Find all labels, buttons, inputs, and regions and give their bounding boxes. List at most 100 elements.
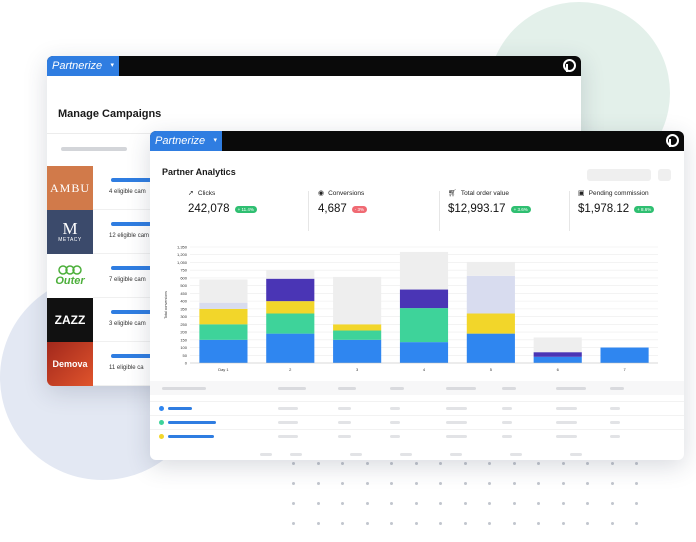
placeholder-bar: [61, 147, 127, 151]
kpi-delta-badge: + 11.4%: [234, 205, 257, 213]
x-tick-label: 2: [289, 367, 292, 372]
bar-segment: [199, 308, 248, 325]
bar-segment: [466, 333, 515, 363]
target-icon: ◉: [318, 190, 325, 197]
pattern-dot: [463, 482, 467, 485]
bar-segment: [399, 251, 449, 290]
kpi-clicks: ➚ Clicks 242,078 + 11.4%: [188, 189, 257, 231]
pattern-dot: [390, 522, 393, 525]
titlebar: Partnerize ▾: [47, 56, 581, 76]
pattern-dot: [537, 482, 540, 485]
cell-placeholder: [290, 453, 302, 456]
kpi-label: Pending commission: [588, 189, 649, 197]
bar-segment: [533, 352, 582, 357]
partnerize-logo-icon[interactable]: [666, 134, 679, 147]
campaign-count: 7 eligible cam: [109, 277, 146, 283]
date-range-button[interactable]: [587, 169, 651, 181]
pattern-dot: [488, 522, 491, 525]
status-dot: [159, 434, 164, 439]
cell-placeholder: [338, 435, 351, 438]
campaign-row[interactable]: M METACY 12 eligible cam: [47, 210, 157, 254]
x-tick-label: 5: [490, 367, 493, 372]
divider: [439, 191, 440, 231]
kpi-delta-badge: - 3%: [351, 205, 368, 213]
cell-placeholder: [446, 435, 467, 438]
pattern-dot: [635, 462, 638, 465]
kpi-delta-badge: + 8.6%: [634, 205, 655, 213]
pattern-dot: [414, 502, 418, 505]
campaign-count: 3 eligible cam: [109, 321, 146, 327]
pattern-dot: [439, 462, 442, 465]
campaign-row[interactable]: Outer 7 eligible cam: [47, 254, 157, 298]
advertiser-logo: M METACY: [47, 210, 93, 254]
brand-name: Partnerize: [52, 60, 103, 72]
partnerize-logo-icon[interactable]: [563, 59, 576, 72]
pattern-dot: [537, 502, 540, 505]
x-tick-label: 7: [623, 367, 626, 372]
header-placeholder: [556, 387, 586, 390]
x-tick-label: 3: [356, 367, 359, 372]
y-tick-label: 300: [180, 314, 187, 319]
kpi-label: Clicks: [197, 189, 216, 197]
header-placeholder: [162, 387, 206, 390]
bar-segment: [533, 337, 582, 353]
logo-text: M: [62, 219, 78, 238]
wallet-icon: ▣: [578, 190, 585, 197]
y-tick-label: 50: [183, 353, 188, 358]
bar-segment: [199, 324, 248, 340]
kpi-conversions: ◉ Conversions 4,687 - 3%: [318, 189, 368, 231]
status-dot: [159, 420, 164, 425]
y-tick-label: 750: [180, 268, 187, 273]
cell-placeholder: [610, 435, 620, 438]
bar-segment: [466, 261, 515, 276]
campaign-row[interactable]: AMBU 4 eligible cam: [47, 166, 157, 210]
row-name-bar: [168, 407, 192, 410]
bar-segment: [333, 330, 382, 340]
header-placeholder: [278, 387, 306, 390]
kpi-value: $12,993.17: [448, 203, 506, 215]
pattern-dot: [610, 502, 614, 505]
pattern-dot: [561, 482, 565, 485]
pattern-dot: [586, 502, 589, 505]
chevron-down-icon: ▾: [213, 137, 217, 144]
pattern-dot: [341, 462, 344, 465]
table-row[interactable]: [150, 429, 684, 443]
row-name-bar: [168, 435, 214, 438]
kpi-label: Total order value: [460, 189, 509, 197]
campaign-row[interactable]: Demova 11 eligible ca: [47, 342, 157, 386]
cell-placeholder: [400, 453, 412, 456]
bar-segment: [199, 302, 248, 309]
campaign-name-bar: [111, 178, 153, 182]
cell-placeholder: [510, 453, 522, 456]
y-tick-label: 0: [185, 361, 188, 366]
pattern-dot: [635, 522, 638, 525]
y-tick-label: 350: [180, 306, 187, 311]
cell-placeholder: [502, 407, 512, 410]
campaign-row[interactable]: ZAZZ 3 eligible cam: [47, 298, 157, 342]
advertiser-logo: AMBU: [47, 166, 93, 210]
y-tick-label: 1,200: [177, 252, 188, 257]
table-row[interactable]: [150, 401, 684, 415]
y-tick-label: 600: [180, 275, 187, 280]
pattern-dot: [586, 482, 589, 485]
bar-segment: [199, 339, 248, 363]
pattern-dot: [439, 502, 442, 505]
pattern-dot: [463, 462, 467, 465]
y-tick-label: 1,350: [177, 245, 188, 250]
brand-menu[interactable]: Partnerize ▾: [47, 56, 119, 76]
brand-menu[interactable]: Partnerize ▾: [150, 131, 222, 151]
dot-pattern: [292, 462, 652, 542]
pattern-dot: [316, 522, 320, 525]
pattern-dot: [292, 482, 295, 485]
kpi-delta-badge: + 3.6%: [510, 205, 531, 213]
bar-segment: [266, 278, 315, 302]
bar-segment: [333, 324, 382, 331]
cart-icon: 🛒︎: [448, 190, 457, 197]
pattern-dot: [316, 482, 320, 485]
options-button[interactable]: [658, 169, 671, 181]
table-row[interactable]: [150, 415, 684, 429]
pattern-dot: [316, 502, 320, 505]
pattern-dot: [439, 522, 442, 525]
kpi-label: Conversions: [328, 189, 365, 197]
logo-text: AMBU: [49, 180, 90, 195]
